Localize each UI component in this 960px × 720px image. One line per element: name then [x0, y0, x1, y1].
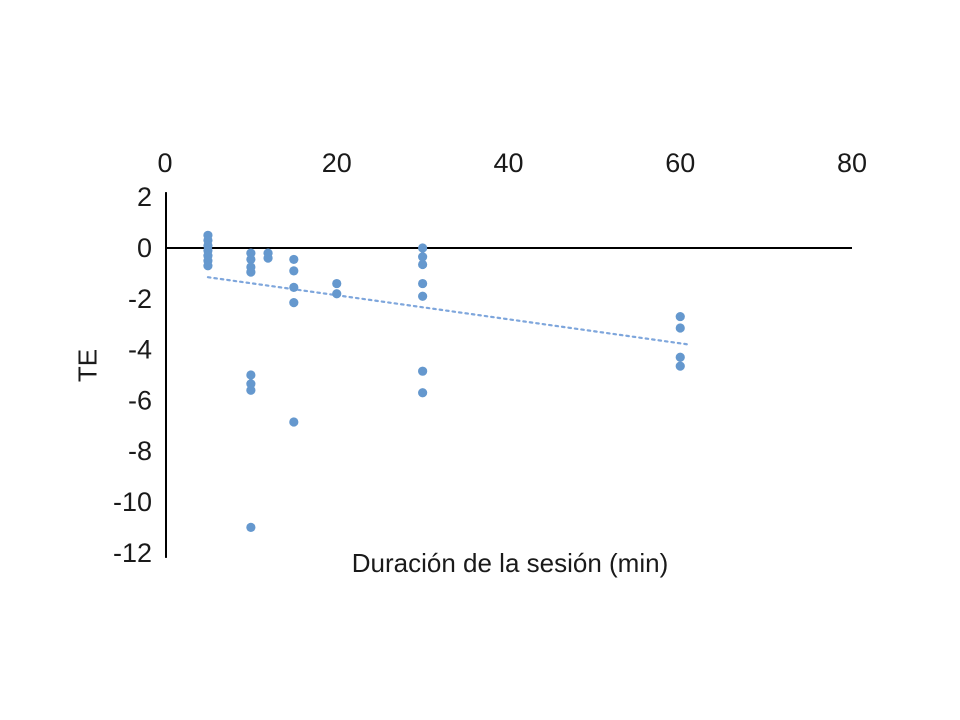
x-tick-label: 60 [665, 148, 695, 178]
x-tick-label: 80 [837, 148, 867, 178]
data-point [246, 254, 256, 265]
y-tick-label: 0 [137, 233, 152, 263]
data-point [263, 253, 273, 263]
data-point [418, 291, 428, 301]
data-point [418, 278, 428, 289]
y-tick-label: -6 [128, 385, 152, 415]
y-tick-label: -8 [128, 436, 152, 466]
data-point [246, 522, 256, 533]
data-point [418, 366, 428, 376]
data-point [418, 388, 428, 398]
data-point [418, 259, 428, 270]
data-point [675, 352, 685, 362]
data-point [246, 379, 256, 389]
data-point [246, 248, 256, 258]
x-tick-label: 0 [157, 148, 172, 178]
y-tick-label: -12 [113, 538, 152, 568]
data-point [675, 361, 685, 371]
y-tick-label: -4 [128, 335, 152, 365]
data-point [418, 243, 428, 253]
x-axis-title: Duración de la sesión (min) [351, 548, 669, 578]
data-point [246, 385, 256, 395]
trendline [206, 276, 690, 346]
data-point [332, 289, 342, 299]
data-point [203, 261, 213, 271]
data-point [289, 417, 299, 427]
data-point [332, 278, 342, 289]
y-tick-label: -10 [113, 487, 152, 517]
y-axis-title: TE [72, 348, 103, 383]
data-point [675, 323, 685, 333]
data-point [289, 298, 299, 308]
data-point [246, 267, 256, 277]
data-point [246, 370, 256, 380]
data-point [675, 311, 685, 322]
data-point [289, 266, 299, 276]
x-tick-label: 40 [493, 148, 523, 178]
data-point [418, 252, 428, 262]
x-tick-label: 20 [322, 148, 352, 178]
data-point [289, 254, 299, 265]
y-tick-label: -2 [128, 284, 152, 314]
data-point [289, 282, 299, 292]
y-tick-label: 2 [137, 182, 152, 212]
